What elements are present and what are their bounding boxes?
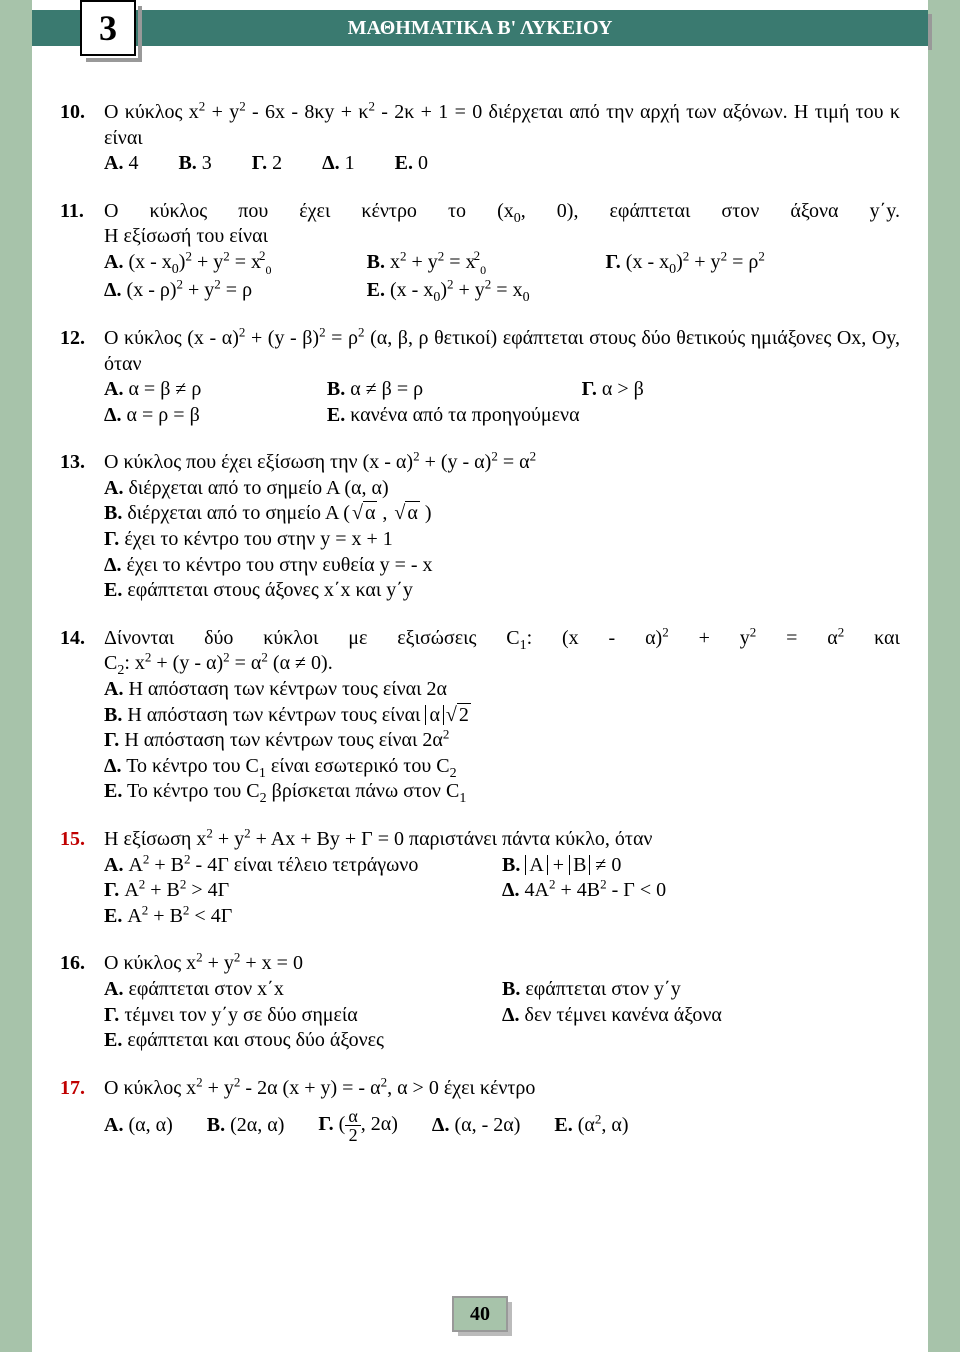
q16-A: Α. εφάπτεται στον x΄x (104, 977, 502, 1003)
q16-D: Δ. δεν τέμνει κανένα άξονα (502, 1003, 900, 1029)
q11-body: Ο κύκλος που έχει κέντρο το (x0, 0), εφά… (104, 199, 900, 304)
question-17: 17. Ο κύκλος x2 + y2 - 2α (x + y) = - α2… (60, 1076, 900, 1145)
q13-stmt: Ο κύκλος που έχει εξίσωση την (x - α)2 +… (104, 450, 900, 476)
q14-E: Ε. Το κέντρο του C2 βρίσκεται πάνω στον … (104, 779, 900, 805)
question-16: 16. Ο κύκλος x2 + y2 + x = 0 Α. εφάπτετα… (60, 951, 900, 1053)
q14-body: Δίνονται δύο κύκλοι με εξισώσεις C1: (x … (104, 626, 900, 805)
q13-A: Α. διέρχεται από το σημείο Α (α, α) (104, 476, 900, 502)
q15-number: 15. (60, 827, 104, 929)
q12-number: 12. (60, 326, 104, 428)
q11-line2: Η εξίσωσή του είναι (104, 224, 900, 250)
q15-A: Α. A2 + B2 - 4Γ είναι τέλειο τετράγωνο (104, 853, 502, 879)
q15-stmt: Η εξίσωση x2 + y2 + Ax + By + Γ = 0 παρι… (104, 827, 900, 853)
q17-stmt: Ο κύκλος x2 + y2 - 2α (x + y) = - α2, α … (104, 1076, 900, 1102)
question-11: 11. Ο κύκλος που έχει κέντρο το (x0, 0),… (60, 199, 900, 304)
q11-D: Δ. (x - ρ)2 + y2 = ρ (104, 278, 367, 304)
q14-number: 14. (60, 626, 104, 805)
q15-E: Ε. A2 + B2 < 4Γ (104, 904, 900, 930)
q12-A: Α. α = β ≠ ρ (104, 377, 327, 403)
q17-B: Β. (2α, α) (207, 1113, 285, 1139)
q16-row2: Γ. τέμνει τον y΄y σε δύο σημεία Δ. δεν τ… (104, 1003, 900, 1029)
content: 10. Ο κύκλος x2 + y2 - 6x - 8κy + κ2 - 2… (60, 100, 900, 1272)
q10-B: Β. 3 (178, 151, 211, 177)
q10-E: Ε. 0 (395, 151, 428, 177)
q11-line1: Ο κύκλος που έχει κέντρο το (x0, 0), εφά… (104, 199, 900, 225)
page-number: 40 (470, 1303, 490, 1325)
q15-rowCD: Γ. A2 + B2 > 4Γ Δ. 4A2 + 4B2 - Γ < 0 (104, 878, 900, 904)
q12-D: Δ. α = ρ = β (104, 403, 327, 429)
q13-B: Β. διέρχεται από το σημείο Α (α , α ) (104, 501, 900, 527)
q16-E: Ε. εφάπτεται και στους δύο άξονες (104, 1028, 900, 1054)
q13-number: 13. (60, 450, 104, 604)
q11-rowAB: Α. (x - x0)2 + y2 = x20 Β. x2 + y2 = x20… (104, 250, 900, 278)
q14-D: Δ. Το κέντρο του C1 είναι εσωτερικό του … (104, 754, 900, 780)
q11-A: Α. (x - x0)2 + y2 = x20 (104, 250, 367, 278)
right-margin-bar (928, 0, 960, 1352)
q12-body: Ο κύκλος (x - α)2 + (y - β)2 = ρ2 (α, β,… (104, 326, 900, 428)
page: ΜΑΘΗΜΑΤΙΚΑ Β' ΛΥΚΕΙΟΥ 3 10. Ο κύκλος x2 … (0, 0, 960, 1352)
q17-A: Α. (α, α) (104, 1113, 173, 1139)
q11-C: Γ. (x - x0)2 + y2 = ρ2 (605, 250, 764, 278)
q16-row1: Α. εφάπτεται στον x΄x Β. εφάπτεται στον … (104, 977, 900, 1003)
question-14: 14. Δίνονται δύο κύκλοι με εξισώσεις C1:… (60, 626, 900, 805)
q15-B: Β. A + B ≠ 0 (502, 853, 900, 879)
q13-C: Γ. έχει το κέντρο του στην y = x + 1 (104, 527, 900, 553)
q12-C: Γ. α > β (582, 377, 644, 403)
chapter-box: 3 (80, 0, 136, 56)
q10-body: Ο κύκλος x2 + y2 - 6x - 8κy + κ2 - 2κ + … (104, 100, 900, 177)
page-number-box: 40 (452, 1296, 508, 1332)
q16-number: 16. (60, 951, 104, 1053)
q10-choices: Α. 4 Β. 3 Γ. 2 Δ. 1 Ε. 0 (104, 151, 900, 177)
question-13: 13. Ο κύκλος που έχει εξίσωση την (x - α… (60, 450, 900, 604)
q16-body: Ο κύκλος x2 + y2 + x = 0 Α. εφάπτεται στ… (104, 951, 900, 1053)
q11-B: Β. x2 + y2 = x20 (367, 250, 606, 278)
q10-A: Α. 4 (104, 151, 138, 177)
chapter-number: 3 (99, 8, 117, 48)
q14-A: Α. Η απόσταση των κέντρων τους είναι 2α (104, 677, 900, 703)
q15-rowAB: Α. A2 + B2 - 4Γ είναι τέλειο τετράγωνο Β… (104, 853, 900, 879)
q12-E: Ε. κανένα από τα προηγούμενα (327, 403, 580, 429)
question-12: 12. Ο κύκλος (x - α)2 + (y - β)2 = ρ2 (α… (60, 326, 900, 428)
q17-number: 17. (60, 1076, 104, 1145)
q12-row1: Α. α = β ≠ ρ Β. α ≠ β = ρ Γ. α > β (104, 377, 900, 403)
q12-stmt: Ο κύκλος (x - α)2 + (y - β)2 = ρ2 (α, β,… (104, 326, 900, 377)
q15-D: Δ. 4A2 + 4B2 - Γ < 0 (502, 878, 900, 904)
q16-B: Β. εφάπτεται στον y΄y (502, 977, 900, 1003)
q16-C: Γ. τέμνει τον y΄y σε δύο σημεία (104, 1003, 502, 1029)
q13-D: Δ. έχει το κέντρο του στην ευθεία y = - … (104, 553, 900, 579)
q14-line2: C2: x2 + (y - α)2 = α2 (α ≠ 0). (104, 651, 900, 677)
q17-E: Ε. (α2, α) (554, 1113, 628, 1139)
q14-B: Β. Η απόσταση των κέντρων τους είναι α2 (104, 703, 900, 729)
q12-row2: Δ. α = ρ = β Ε. κανένα από τα προηγούμεν… (104, 403, 900, 429)
header-bar: ΜΑΘΗΜΑΤΙΚΑ Β' ΛΥΚΕΙΟΥ (32, 10, 928, 46)
q10-stmt: Ο κύκλος x2 + y2 - 6x - 8κy + κ2 - 2κ + … (104, 100, 900, 151)
q10-number: 10. (60, 100, 104, 177)
q11-number: 11. (60, 199, 104, 304)
question-10: 10. Ο κύκλος x2 + y2 - 6x - 8κy + κ2 - 2… (60, 100, 900, 177)
q11-rowDE: Δ. (x - ρ)2 + y2 = ρ Ε. (x - x0)2 + y2 =… (104, 278, 900, 304)
header-title: ΜΑΘΗΜΑΤΙΚΑ Β' ΛΥΚΕΙΟΥ (348, 17, 613, 39)
q17-body: Ο κύκλος x2 + y2 - 2α (x + y) = - α2, α … (104, 1076, 900, 1145)
q17-C: Γ. (α2, 2α) (318, 1107, 398, 1144)
q16-stmt: Ο κύκλος x2 + y2 + x = 0 (104, 951, 900, 977)
q13-E: Ε. εφάπτεται στους άξονες x΄x και y΄y (104, 578, 900, 604)
q11-E: Ε. (x - x0)2 + y2 = x0 (367, 278, 530, 304)
q10-D: Δ. 1 (322, 151, 355, 177)
q14-C: Γ. Η απόσταση των κέντρων τους είναι 2α2 (104, 728, 900, 754)
q14-line1: Δίνονται δύο κύκλοι με εξισώσεις C1: (x … (104, 626, 900, 652)
q15-body: Η εξίσωση x2 + y2 + Ax + By + Γ = 0 παρι… (104, 827, 900, 929)
question-15: 15. Η εξίσωση x2 + y2 + Ax + By + Γ = 0 … (60, 827, 900, 929)
q17-D: Δ. (α, - 2α) (432, 1113, 520, 1139)
q13-body: Ο κύκλος που έχει εξίσωση την (x - α)2 +… (104, 450, 900, 604)
q17-choices: Α. (α, α) Β. (2α, α) Γ. (α2, 2α) Δ. (α, … (104, 1107, 900, 1144)
q10-C: Γ. 2 (252, 151, 282, 177)
left-margin-bar (0, 0, 32, 1352)
q12-B: Β. α ≠ β = ρ (327, 377, 582, 403)
q15-C: Γ. A2 + B2 > 4Γ (104, 878, 502, 904)
